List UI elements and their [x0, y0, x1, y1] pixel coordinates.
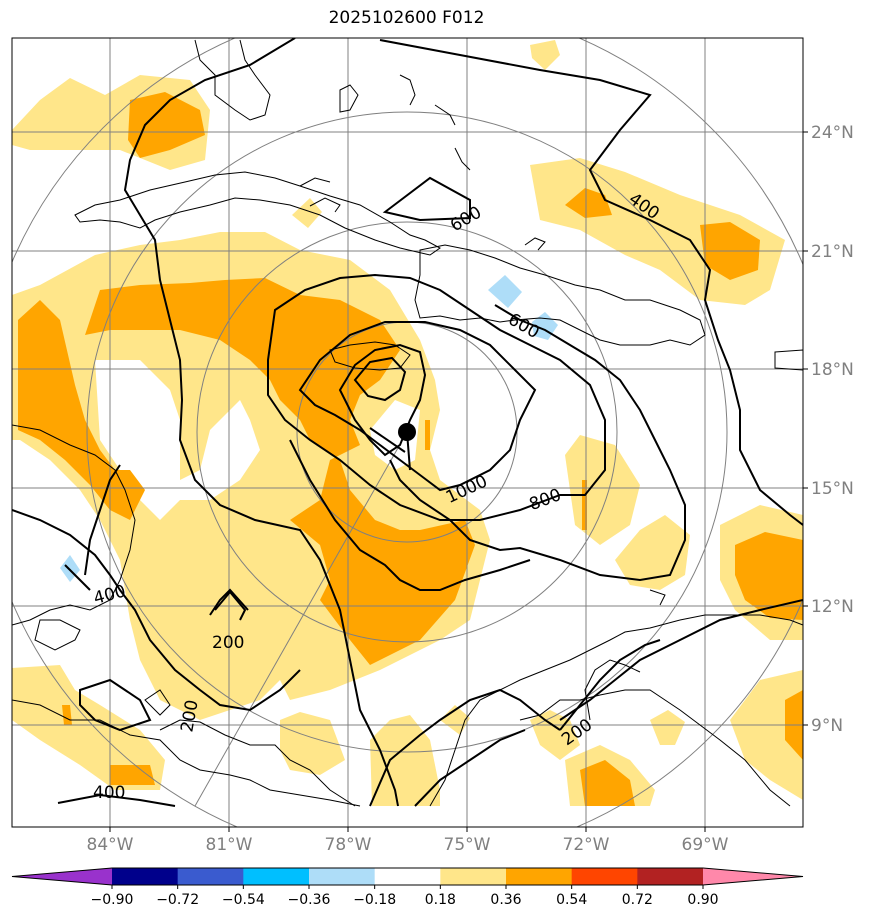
lat-tick-label: 24°N	[811, 123, 854, 143]
map-panel: 600 400 600 1000 800 400 200 200 400 200	[12, 38, 803, 827]
colorbar-tick-label: 0.54	[556, 892, 587, 908]
lon-tick-label: 75°W	[444, 835, 491, 855]
colorbar-segment	[309, 868, 376, 885]
colorbar-tick-label: 0.18	[425, 892, 456, 908]
map-border	[11, 37, 804, 828]
lon-tick-label: 84°W	[87, 835, 134, 855]
colorbar-tick-label: −0.18	[353, 892, 396, 908]
coastlines	[12, 39, 803, 807]
lat-tick-label: 12°N	[811, 597, 854, 617]
graticule	[12, 38, 803, 827]
colorbar-tick-label: −0.90	[91, 892, 134, 908]
colorbar-tick-label: −0.36	[288, 892, 331, 908]
lon-tick-labels: 84°W 81°W 78°W 75°W 72°W 69°W	[87, 835, 729, 855]
colorbar-segment	[243, 868, 310, 885]
lat-tick-label: 18°N	[811, 360, 854, 380]
lon-tick-label: 69°W	[682, 835, 729, 855]
lat-tick-label: 15°N	[811, 479, 854, 499]
colorbar-tick-label: 0.72	[622, 892, 653, 908]
colorbar-segment	[571, 868, 638, 885]
colorbar-segment	[440, 868, 507, 885]
colorbar-tick-label: −0.72	[156, 892, 199, 908]
lon-tick-label: 81°W	[206, 835, 253, 855]
lat-tick-label: 21°N	[811, 242, 854, 262]
colorbar-segment	[112, 868, 179, 885]
svg-text:400: 400	[93, 783, 125, 803]
colorbar-segment	[506, 868, 573, 885]
contours	[12, 38, 803, 807]
colorbar-extend-high	[703, 868, 803, 885]
colorbar-tick-label: 0.90	[687, 892, 718, 908]
colorbar: −0.90 −0.72 −0.54 −0.36 −0.18 0.18 0.36 0.54 0.7…	[11, 867, 804, 908]
colorbar-segment	[177, 868, 244, 885]
lat-tick-labels: 24°N 21°N 18°N 15°N 12°N 9°N	[811, 123, 854, 736]
colorbar-tick-label: 0.36	[490, 892, 521, 908]
colorbar-segment	[637, 868, 704, 885]
lon-tick-label: 72°W	[563, 835, 610, 855]
storm-center-marker	[398, 423, 416, 441]
colorbar-extend-low	[12, 868, 112, 885]
lat-tick-label: 9°N	[811, 716, 843, 736]
colorbar-tick-label: −0.54	[222, 892, 265, 908]
map-title: 2025102600 F012	[328, 8, 485, 28]
colorbar-segment	[374, 868, 441, 885]
lon-tick-label: 78°W	[325, 835, 372, 855]
svg-text:200: 200	[212, 633, 244, 653]
shading-mid	[18, 92, 803, 806]
